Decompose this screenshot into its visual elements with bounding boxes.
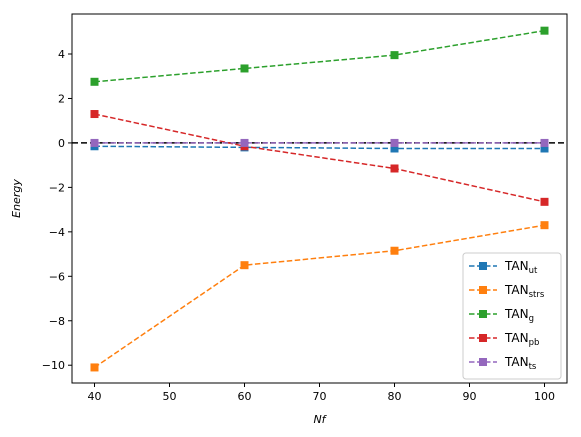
data-point-pb bbox=[540, 197, 549, 206]
legend: TANut TANstrs TANg TANpb TANts bbox=[462, 252, 562, 380]
y-tick-label: 4 bbox=[58, 48, 65, 61]
data-point-ts bbox=[540, 138, 549, 147]
legend-marker bbox=[479, 262, 487, 270]
y-tick-label: −6 bbox=[49, 270, 65, 283]
legend-label: TANts bbox=[504, 355, 537, 372]
legend-label: TANpb bbox=[504, 331, 539, 348]
x-tick-label: 100 bbox=[534, 390, 555, 403]
data-point-ts bbox=[390, 138, 399, 147]
series-line-strs bbox=[94, 224, 545, 369]
series-ts bbox=[90, 138, 549, 147]
x-tick-label: 50 bbox=[163, 390, 177, 403]
legend-marker bbox=[479, 286, 487, 294]
legend-label: TANstrs bbox=[504, 283, 545, 300]
x-tick-label: 90 bbox=[463, 390, 477, 403]
y-tick-label: −10 bbox=[42, 359, 65, 372]
y-axis: −10 −8 −6 −4 −2 0 2 4 bbox=[42, 48, 72, 372]
y-tick-label: −4 bbox=[49, 226, 65, 239]
series-g bbox=[90, 26, 549, 86]
series-line-ut bbox=[94, 145, 545, 150]
x-tick-label: 70 bbox=[313, 390, 327, 403]
data-point-ut bbox=[540, 144, 549, 153]
legend-item-pb: TANpb bbox=[469, 331, 539, 348]
legend-marker bbox=[479, 310, 487, 318]
data-point-strs bbox=[390, 246, 399, 255]
y-tick-label: 0 bbox=[58, 137, 65, 150]
series-ut bbox=[90, 142, 549, 153]
legend-label: TANut bbox=[504, 259, 538, 276]
series-line-g bbox=[94, 29, 545, 83]
series-strs bbox=[90, 221, 549, 372]
data-point-ut bbox=[390, 144, 399, 153]
series-line-pb bbox=[94, 113, 545, 203]
x-tick-label: 40 bbox=[88, 390, 102, 403]
data-point-ts bbox=[90, 138, 99, 147]
data-point-g bbox=[240, 64, 249, 73]
data-point-ts bbox=[240, 138, 249, 147]
data-point-strs bbox=[90, 363, 99, 372]
legend-item-g: TANg bbox=[469, 307, 534, 324]
legend-marker bbox=[479, 358, 487, 366]
y-tick-label: −8 bbox=[49, 315, 65, 328]
legend-item-ut: TANut bbox=[469, 259, 538, 276]
legend-item-strs: TANstrs bbox=[469, 283, 545, 300]
x-tick-label: 80 bbox=[388, 390, 402, 403]
legend-label: TANg bbox=[504, 307, 534, 324]
series-layer bbox=[90, 26, 549, 372]
y-axis-label: Energy bbox=[10, 179, 23, 218]
series-pb bbox=[90, 110, 549, 206]
y-tick-label: −2 bbox=[49, 181, 65, 194]
data-point-g bbox=[90, 77, 99, 86]
data-point-pb bbox=[390, 164, 399, 173]
legend-marker bbox=[479, 334, 487, 342]
data-point-g bbox=[390, 51, 399, 60]
data-point-pb bbox=[90, 110, 99, 119]
legend-box bbox=[462, 252, 562, 380]
x-tick-label: 60 bbox=[238, 390, 252, 403]
data-point-g bbox=[540, 26, 549, 35]
data-point-strs bbox=[540, 221, 549, 230]
data-point-strs bbox=[240, 261, 249, 270]
y-tick-label: 2 bbox=[58, 92, 65, 105]
x-axis-label: Nf bbox=[313, 413, 327, 426]
legend-item-ts: TANts bbox=[469, 355, 537, 372]
x-axis: 40 50 60 70 80 90 100 bbox=[88, 383, 555, 403]
